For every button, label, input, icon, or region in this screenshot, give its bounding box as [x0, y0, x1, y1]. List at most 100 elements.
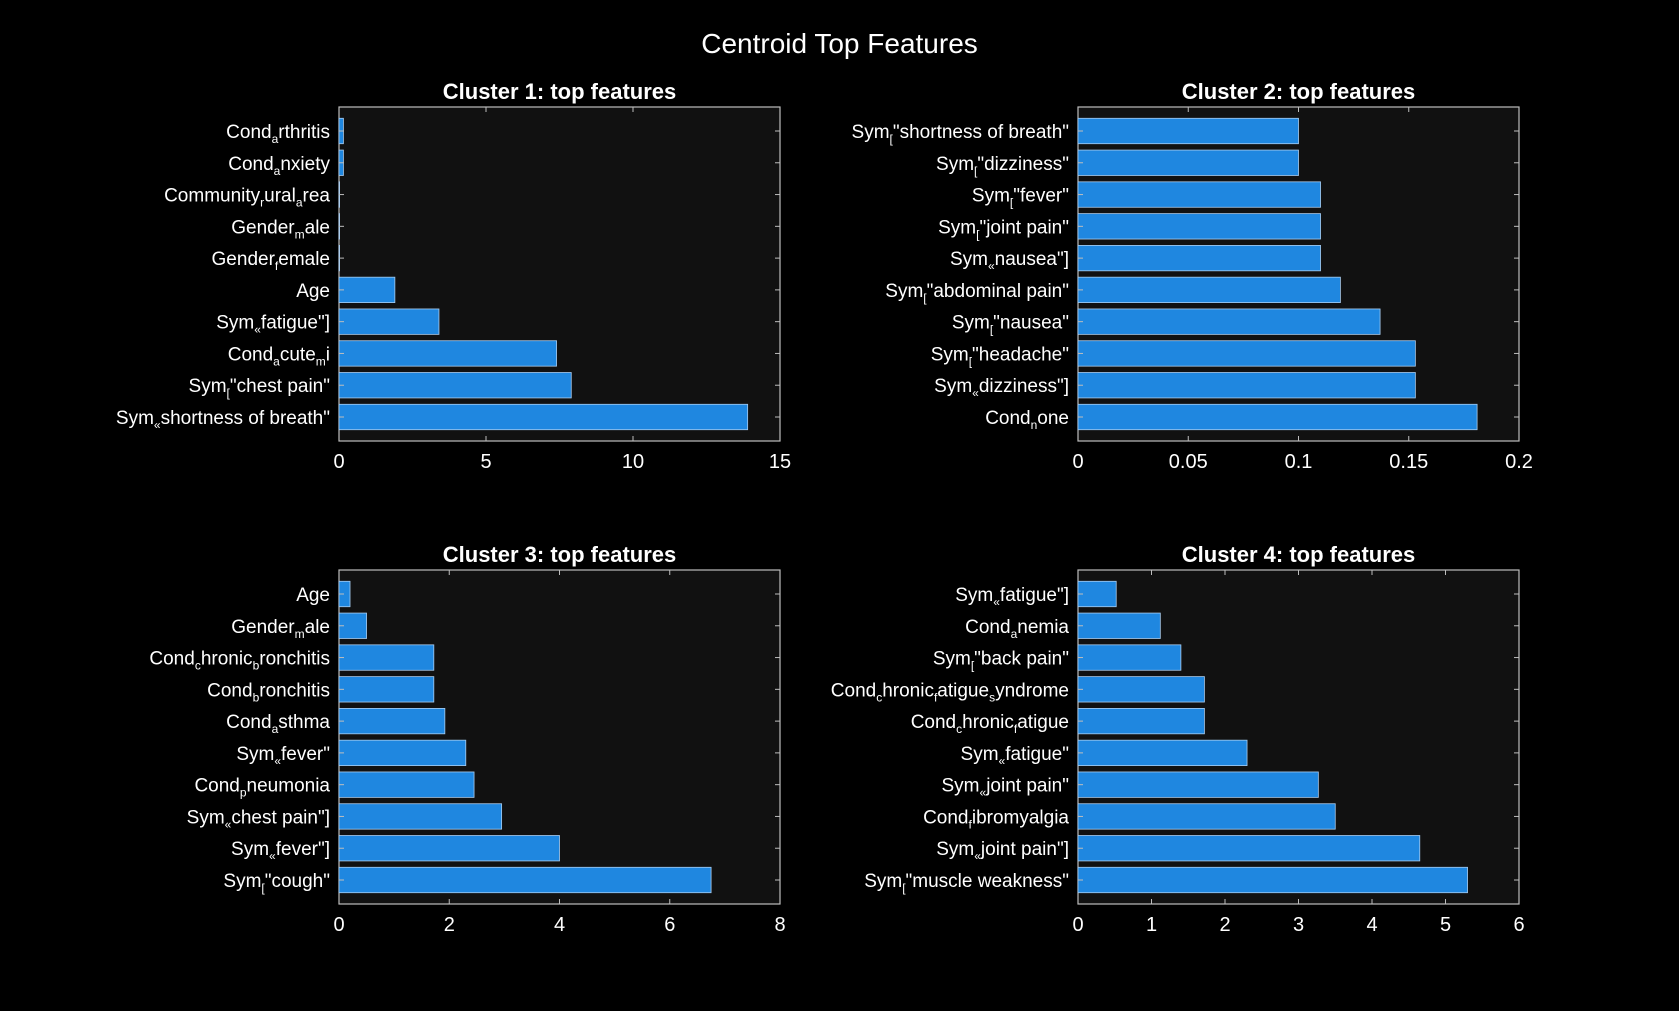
y-tick-label: Sym["abdominal pain" — [885, 281, 1069, 305]
label-text: one — [1037, 408, 1069, 429]
figure-title: Centroid Top Features — [701, 28, 978, 59]
label-subscript: [ — [890, 132, 894, 146]
label-text: Gender — [231, 617, 295, 638]
label-text: Sym — [116, 408, 154, 429]
label-text: Sym — [852, 122, 890, 143]
label-text: emale — [278, 249, 330, 270]
y-tick-label: Condbronchitis — [207, 680, 330, 704]
label-subscript: a — [272, 132, 279, 146]
label-subscript: f — [934, 690, 938, 704]
label-text: Sym — [938, 217, 976, 238]
bar — [1077, 771, 1319, 798]
label-subscript: a — [1011, 627, 1018, 641]
label-text: Sym — [950, 249, 988, 270]
label-text: Sym — [936, 839, 974, 860]
bar — [1077, 739, 1248, 767]
label-text: Sym — [934, 376, 972, 397]
label-text: Sym — [931, 344, 969, 365]
label-subscript: r — [260, 196, 264, 210]
label-text: Cond — [228, 344, 273, 365]
label-text: cute — [280, 344, 316, 365]
label-subscript: « — [972, 386, 979, 400]
label-text: Sym — [189, 376, 227, 397]
bar — [1077, 580, 1117, 608]
x-tick-label: 4 — [1366, 914, 1377, 936]
y-tick-label: Condpneumonia — [194, 776, 330, 800]
y-tick-label: Condanemia — [965, 617, 1069, 641]
y-tick-label: Sym["cough" — [223, 871, 330, 895]
label-text: hronic — [882, 680, 934, 701]
x-tick-label: 6 — [664, 914, 675, 936]
y-tick-label: Sym«fatigue"] — [955, 585, 1069, 609]
y-tick-label: Condnone — [985, 408, 1069, 432]
label-subscript: « — [269, 849, 276, 863]
label-subscript: a — [274, 164, 281, 178]
label-text: Sym — [952, 313, 990, 334]
label-subscript: « — [274, 754, 281, 768]
y-tick-label: Condfibromyalgia — [923, 807, 1069, 831]
y-tick-label: Sym["nausea" — [952, 313, 1069, 337]
subplot-cluster-2: Cluster 2: top features 0 0.05 0.1 0.15 0.2 Co… — [852, 79, 1533, 473]
y-tick-label: Condchronicfatigue — [911, 712, 1069, 736]
x-tick-label: 0 — [333, 451, 344, 473]
label-subscript: f — [969, 817, 973, 831]
label-text: Cond — [207, 680, 252, 701]
y-tick-label: Sym«fatigue" — [961, 744, 1069, 768]
label-text: Sym — [942, 776, 980, 797]
y-tick-label: Sym«fever" — [236, 744, 330, 768]
label-text: nausea"] — [995, 249, 1069, 270]
label-text: rea — [303, 186, 331, 207]
label-text: Sym — [187, 807, 225, 828]
label-text: "joint pain" — [979, 217, 1069, 238]
label-text: i — [326, 344, 330, 365]
y-tick-label: Sym«chest pain"] — [187, 807, 330, 831]
label-text: Sym — [236, 744, 274, 765]
label-subscript: [ — [971, 659, 975, 673]
label-subscript: c — [956, 722, 962, 736]
subplot-title: Cluster 2: top features — [1182, 79, 1416, 104]
bar — [1077, 644, 1182, 671]
bar — [338, 340, 557, 367]
y-tick-label: Age — [296, 281, 330, 302]
bar — [338, 403, 749, 431]
bar — [1077, 403, 1478, 431]
x-tick-label: 5 — [480, 451, 491, 473]
bar — [338, 276, 396, 303]
y-tick-label: Sym["shortness of breath" — [852, 122, 1069, 146]
bar — [338, 676, 435, 703]
label-subscript: [ — [974, 164, 978, 178]
label-text: fatigue"] — [261, 313, 330, 334]
bar — [1077, 213, 1321, 240]
label-text: "back pain" — [974, 649, 1069, 670]
label-text: atigue — [1017, 712, 1069, 733]
label-text: Cond — [911, 712, 956, 733]
label-text: ale — [305, 217, 330, 238]
label-text: Cond — [965, 617, 1010, 638]
y-tick-label: Sym["muscle weakness" — [864, 871, 1069, 895]
y-tick-label: Gendermale — [231, 217, 330, 241]
label-text: Sym — [936, 154, 974, 175]
x-tick-label: 5 — [1440, 914, 1451, 936]
label-subscript: f — [275, 259, 279, 273]
x-tick-label: 0.05 — [1169, 451, 1208, 473]
label-text: rthritis — [278, 122, 330, 143]
y-tick-label: Sym["joint pain" — [938, 217, 1069, 241]
label-text: "chest pain" — [230, 376, 330, 397]
label-text: chest pain"] — [231, 807, 330, 828]
label-text: fatigue"] — [1000, 585, 1069, 606]
label-subscript: « — [993, 595, 1000, 609]
label-text: ural — [264, 186, 296, 207]
subplot-title: Cluster 3: top features — [443, 542, 677, 567]
label-subscript: « — [988, 259, 995, 273]
y-tick-label: Sym["chest pain" — [189, 376, 330, 400]
x-tick-label: 4 — [554, 914, 565, 936]
label-text: Sym — [216, 313, 254, 334]
label-subscript: s — [989, 690, 995, 704]
label-subscript: [ — [1010, 196, 1014, 210]
bar — [1077, 181, 1321, 208]
label-subscript: [ — [969, 354, 973, 368]
label-text: "fever" — [1013, 186, 1069, 207]
y-tick-label: Sym["back pain" — [933, 649, 1069, 673]
x-tick-label: 1 — [1146, 914, 1157, 936]
